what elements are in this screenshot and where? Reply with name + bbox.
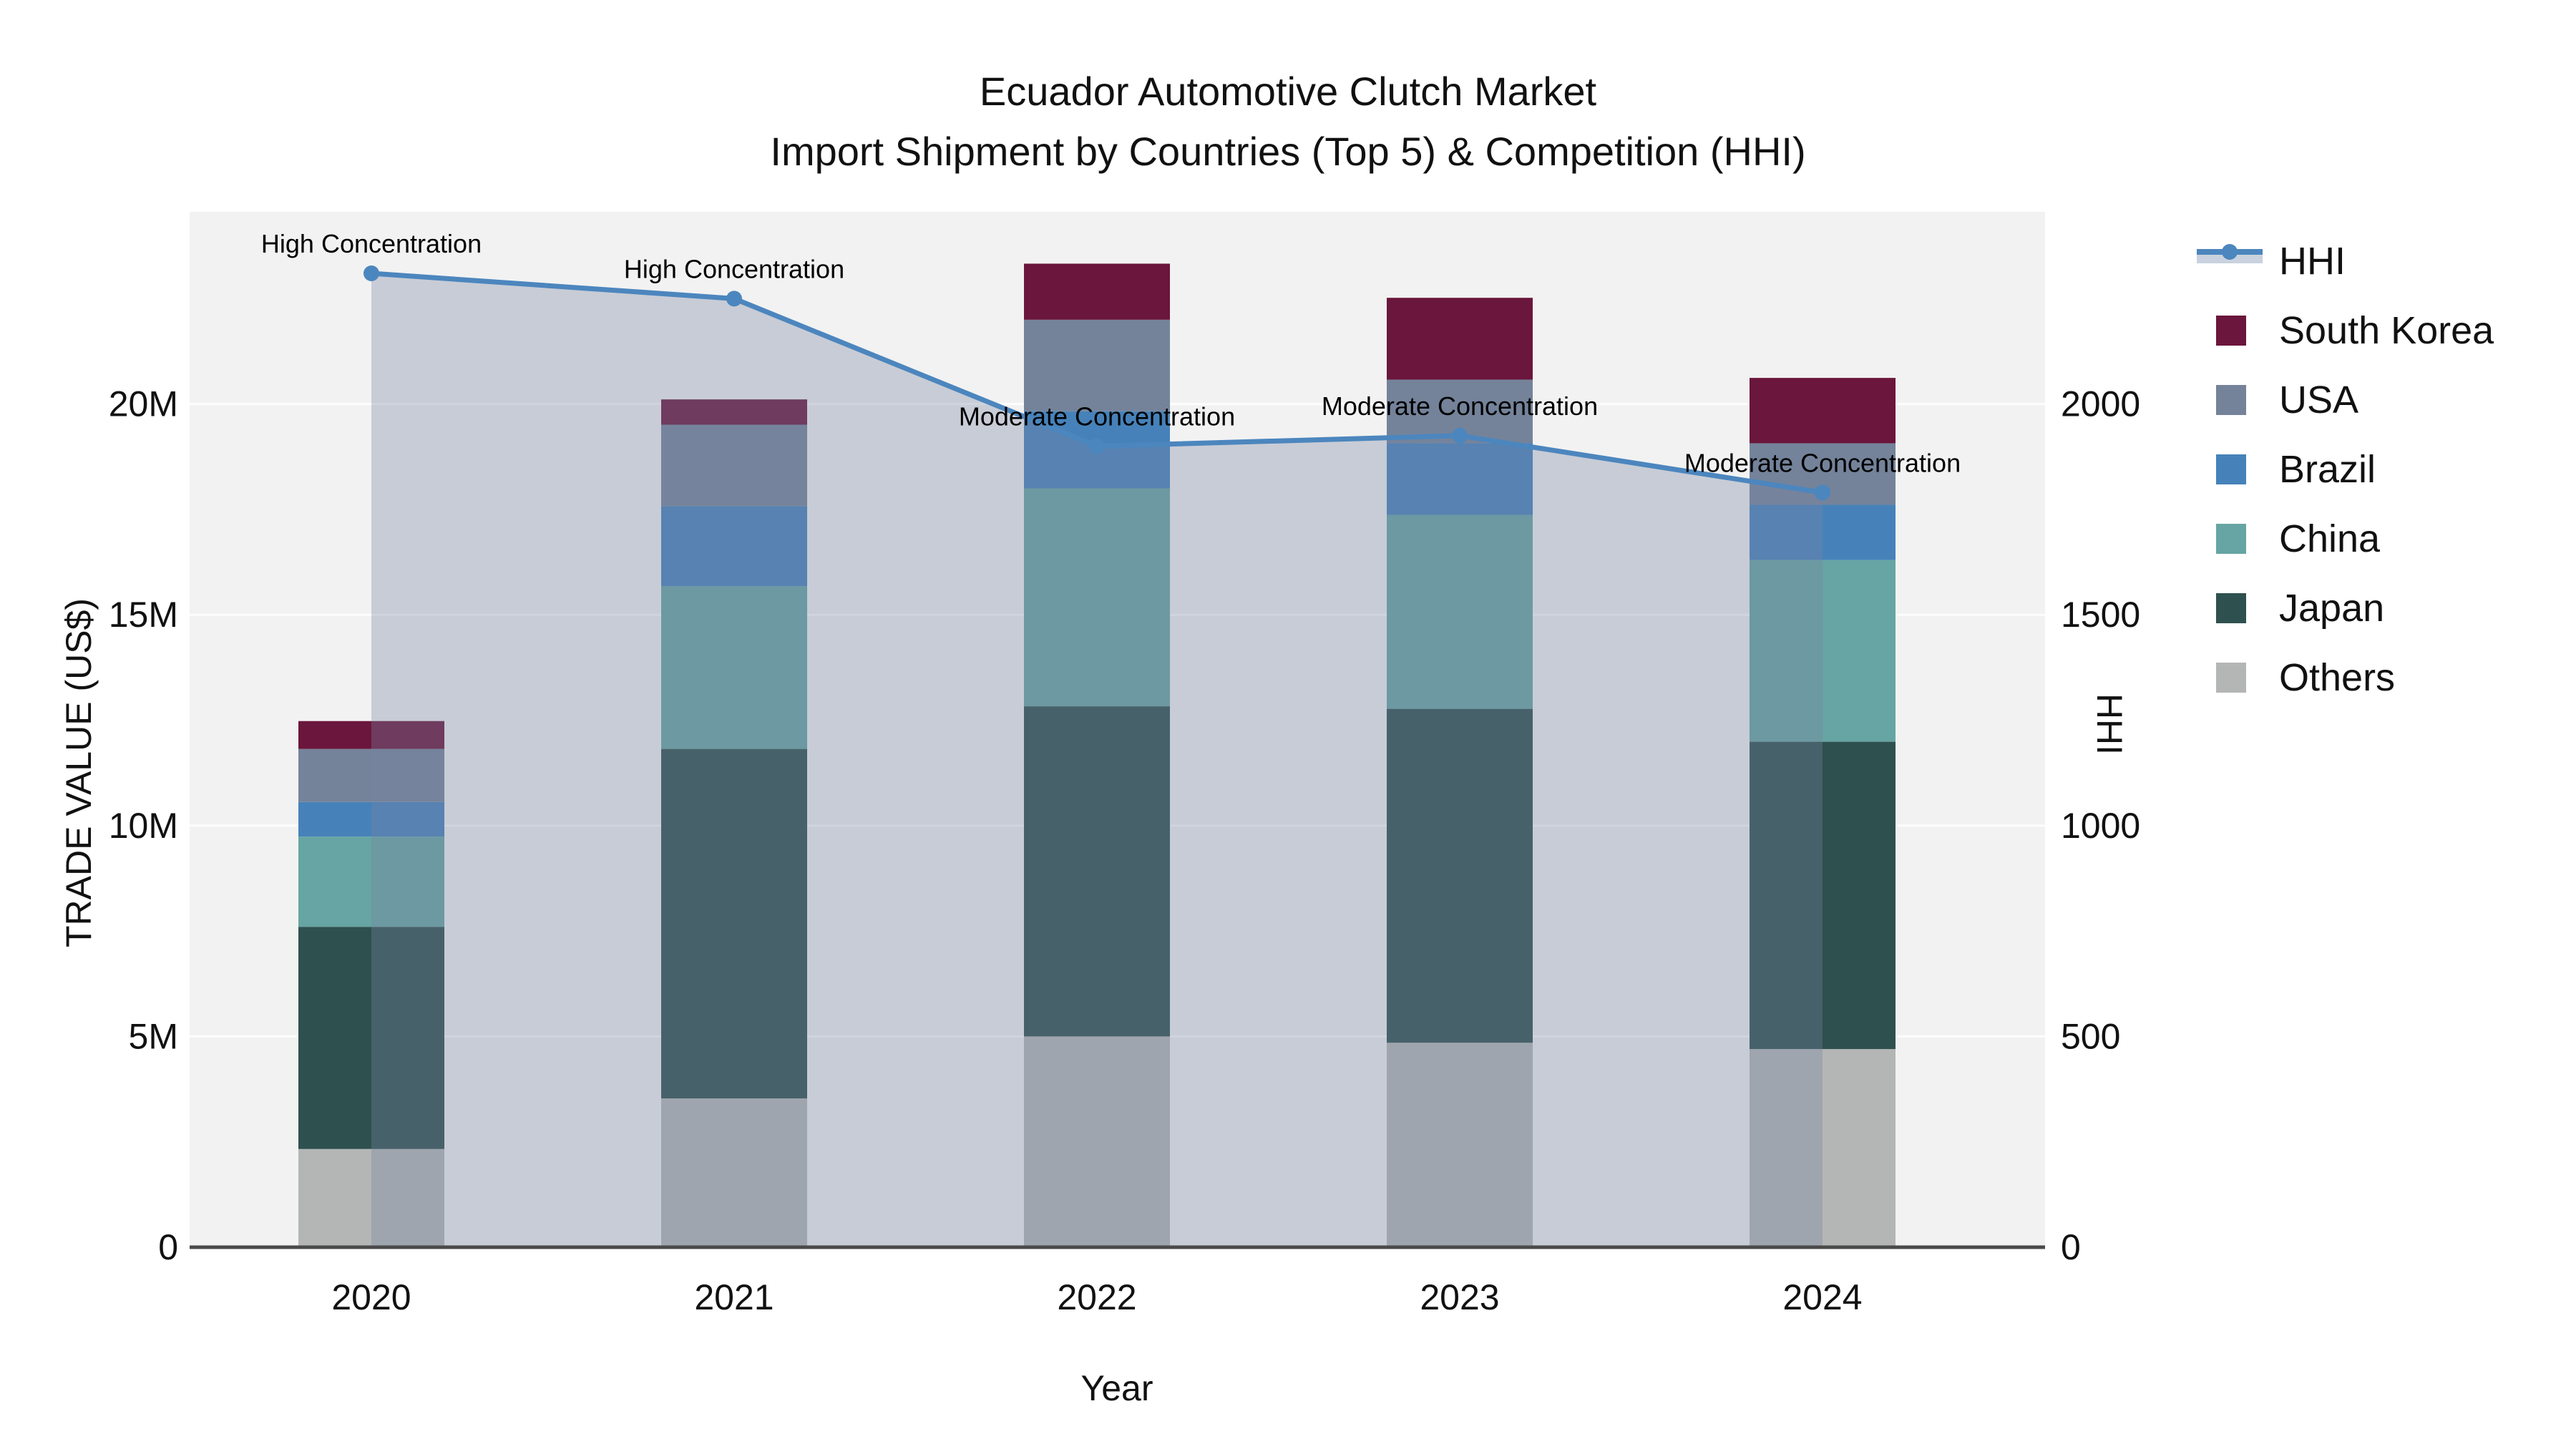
legend-item-japan[interactable]: Japan xyxy=(2197,587,2494,630)
bar-segment-china-2022 xyxy=(1024,488,1170,707)
bar-segment-south-korea-2020 xyxy=(298,721,444,749)
bar-segment-brazil-2020 xyxy=(298,801,444,837)
bar-segment-south-korea-2024 xyxy=(1750,378,1896,444)
bar-segment-japan-2020 xyxy=(298,927,444,1149)
hhi-annotation-2021: High Concentration xyxy=(624,254,844,283)
bar-segment-others-2021 xyxy=(661,1098,807,1247)
y-right-tick-label: 1500 xyxy=(2061,595,2140,635)
bar-segment-china-2024 xyxy=(1750,560,1896,742)
bar-segment-others-2024 xyxy=(1750,1049,1896,1247)
hhi-area-fill xyxy=(371,273,1823,1247)
hhi-marker-2021 xyxy=(726,291,742,307)
legend-swatch-icon xyxy=(2197,450,2265,489)
legend-swatch-icon xyxy=(2197,311,2265,350)
hhi-marker-2020 xyxy=(364,265,379,282)
legend-item-south-korea[interactable]: South Korea xyxy=(2197,309,2494,352)
bar-segment-brazil-2024 xyxy=(1750,504,1896,560)
hhi-marker-2022 xyxy=(1089,438,1105,454)
bar-segment-japan-2021 xyxy=(661,748,807,1099)
hhi-markers xyxy=(364,265,1830,501)
chart-title-line2: Import Shipment by Countries (Top 5) & C… xyxy=(770,129,1806,174)
bar-segment-usa-2020 xyxy=(298,748,444,802)
x-tick-label-2022: 2022 xyxy=(1057,1277,1136,1317)
legend-label: China xyxy=(2279,517,2381,560)
legend-label: Others xyxy=(2279,656,2396,699)
legend-label: USA xyxy=(2279,379,2359,421)
bar-segment-china-2023 xyxy=(1387,514,1533,709)
color-swatch-icon xyxy=(2216,385,2246,415)
bar-segment-japan-2024 xyxy=(1750,741,1896,1050)
legend-label: Japan xyxy=(2279,587,2385,630)
color-swatch-icon xyxy=(2216,524,2246,554)
y-left-axis-title: TRADE VALUE (US$) xyxy=(59,597,99,948)
y-left-tick-label: 15M xyxy=(109,595,178,635)
y-right-axis-title: HHI xyxy=(2089,693,2129,756)
legend-item-others[interactable]: Others xyxy=(2197,656,2494,699)
hhi-annotation-2024: Moderate Concentration xyxy=(1684,448,1961,477)
x-tick-label-2023: 2023 xyxy=(1420,1277,1499,1317)
bar-segment-south-korea-2021 xyxy=(661,399,807,425)
hhi-marker-2023 xyxy=(1452,427,1468,444)
chart-title: Ecuador Automotive Clutch Market Import … xyxy=(0,62,2576,182)
x-tick-label-2024: 2024 xyxy=(1782,1277,1862,1317)
hhi-marker-2024 xyxy=(1815,484,1830,501)
bar-segment-japan-2022 xyxy=(1024,706,1170,1037)
annotations: High Concentration High Concentration Mode… xyxy=(261,229,1961,477)
legend-item-brazil[interactable]: Brazil xyxy=(2197,448,2494,491)
legend-label: South Korea xyxy=(2279,309,2494,352)
bar-segment-brazil-2023 xyxy=(1387,443,1533,515)
bar-segment-china-2020 xyxy=(298,836,444,927)
y-left-tick-label: 0 xyxy=(158,1227,178,1267)
hhi-marker-icon xyxy=(2222,244,2238,260)
bar-segment-south-korea-2022 xyxy=(1024,263,1170,320)
legend-swatch-icon xyxy=(2197,519,2265,558)
bar-segment-usa-2022 xyxy=(1024,319,1170,411)
legend-swatch-icon xyxy=(2197,381,2265,419)
bar-segment-china-2021 xyxy=(661,586,807,749)
bars-group xyxy=(298,263,1896,1247)
legend-swatch-icon xyxy=(2197,589,2265,628)
bar-segment-others-2023 xyxy=(1387,1043,1533,1247)
bar-segment-others-2020 xyxy=(298,1148,444,1247)
bar-segment-others-2022 xyxy=(1024,1036,1170,1247)
bar-segment-brazil-2021 xyxy=(661,506,807,587)
hhi-annotation-2023: Moderate Concentration xyxy=(1322,391,1598,421)
y-left-tick-label: 5M xyxy=(129,1016,178,1056)
bar-segment-usa-2021 xyxy=(661,424,807,507)
legend: HHI South Korea USA Brazil China Japan Others xyxy=(2197,240,2494,699)
x-tick-label-2020: 2020 xyxy=(331,1277,411,1317)
chart-title-line1: Ecuador Automotive Clutch Market xyxy=(979,69,1597,114)
bar-segment-south-korea-2023 xyxy=(1387,298,1533,380)
hhi-annotation-2020: High Concentration xyxy=(261,229,482,258)
y-left-tick-label: 20M xyxy=(109,384,178,424)
bar-segment-japan-2023 xyxy=(1387,708,1533,1043)
y-right-tick-label: 2000 xyxy=(2061,384,2140,424)
y-right-tick-label: 500 xyxy=(2061,1016,2120,1056)
color-swatch-icon xyxy=(2216,593,2246,623)
legend-label: Brazil xyxy=(2279,448,2376,491)
legend-swatch-icon xyxy=(2197,658,2265,697)
hhi-annotation-2022: Moderate Concentration xyxy=(959,402,1235,431)
x-tick-label-2021: 2021 xyxy=(694,1277,774,1317)
legend-label: HHI xyxy=(2279,240,2346,283)
legend-item-usa[interactable]: USA xyxy=(2197,379,2494,421)
y-right-tick-label: 0 xyxy=(2061,1227,2081,1267)
color-swatch-icon xyxy=(2216,316,2246,346)
x-axis-title: Year xyxy=(1080,1368,1153,1408)
legend-item-china[interactable]: China xyxy=(2197,517,2494,560)
y-left-tick-label: 10M xyxy=(109,806,178,846)
y-right-tick-label: 1000 xyxy=(2061,806,2140,846)
tick-labels: 0 5M 10M 15M 20M 0 500 1000 1500 2000 2020 2021 2022… xyxy=(109,384,2141,1317)
legend-item-hhi[interactable]: HHI xyxy=(2197,240,2494,283)
color-swatch-icon xyxy=(2216,663,2246,693)
legend-hhi-line-icon xyxy=(2197,242,2265,280)
color-swatch-icon xyxy=(2216,454,2246,484)
